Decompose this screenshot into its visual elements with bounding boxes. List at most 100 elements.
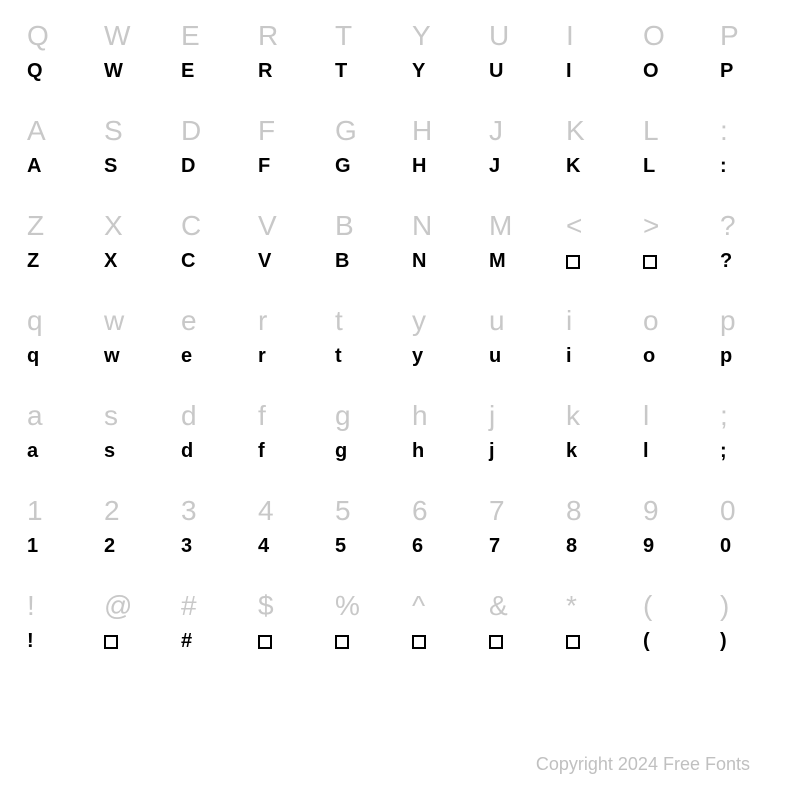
reference-cell: p [708,305,785,337]
glyph-char: : [720,155,726,177]
reference-char: ( [643,590,652,621]
glyph-char: h [412,440,423,462]
glyph-cell [92,630,169,653]
reference-cell: S [92,115,169,147]
glyph-cell: R [246,60,323,83]
glyph-char: 5 [335,535,345,557]
glyph-cell: Q [15,60,92,83]
reference-char: O [643,20,665,51]
glyph-char [566,250,580,272]
reference-cell: % [323,590,400,622]
glyph-char: d [181,440,192,462]
glyph-cell: d [169,440,246,463]
reference-cell: L [631,115,708,147]
glyph-cell: s [92,440,169,463]
reference-cell: 3 [169,495,246,527]
missing-glyph-icon [566,635,580,649]
glyph-char: B [335,250,348,272]
glyph-char: K [566,155,579,177]
reference-cell: X [92,210,169,242]
reference-cell: 7 [477,495,554,527]
reference-char: ; [720,400,728,431]
glyph-cell: e [169,345,246,368]
glyph-char: D [181,155,194,177]
glyph-cell: 3 [169,535,246,558]
reference-cell: j [477,400,554,432]
reference-char: D [181,115,201,146]
reference-char: L [643,115,659,146]
glyph-cell: ! [15,630,92,653]
reference-cell: K [554,115,631,147]
glyph-cell: N [400,250,477,273]
reference-char: y [412,305,426,336]
reference-cell: G [323,115,400,147]
glyph-char: X [104,250,116,272]
glyph-cell: V [246,250,323,273]
reference-cell: ? [708,210,785,242]
reference-char: o [643,305,659,336]
glyph-char: 3 [181,535,191,557]
glyph-char: q [27,345,38,367]
glyph-char: u [489,345,500,367]
glyph-cell [400,630,477,653]
reference-cell: ( [631,590,708,622]
reference-char: K [566,115,585,146]
reference-cell: e [169,305,246,337]
reference-cell: t [323,305,400,337]
glyph-char: E [181,60,193,82]
reference-cell: h [400,400,477,432]
glyph-cell: 4 [246,535,323,558]
missing-glyph-icon [489,635,503,649]
reference-cell: q [15,305,92,337]
glyph-cell: : [708,155,785,178]
glyph-char: 1 [27,535,37,557]
glyph-char: I [566,60,571,82]
reference-cell: u [477,305,554,337]
reference-cell: d [169,400,246,432]
glyph-char: ! [27,630,33,652]
reference-cell: r [246,305,323,337]
reference-char: : [720,115,728,146]
missing-glyph-icon [566,255,580,269]
glyph-cell: 6 [400,535,477,558]
reference-char: q [27,305,43,336]
glyph-cell: O [631,60,708,83]
glyph-char: w [104,345,119,367]
reference-cell: k [554,400,631,432]
reference-char: h [412,400,428,431]
reference-char: 3 [181,495,197,526]
glyph-cell: U [477,60,554,83]
glyph-char [566,630,580,652]
reference-cell: A [15,115,92,147]
reference-char: p [720,305,736,336]
glyph-cell: ; [708,440,785,463]
reference-char: w [104,305,124,336]
reference-char: F [258,115,275,146]
reference-char: B [335,210,354,241]
glyph-char: ( [643,630,649,652]
reference-cell: 1 [15,495,92,527]
reference-cell: ! [15,590,92,622]
reference-cell: @ [92,590,169,622]
glyph-row: !#() [15,630,785,653]
glyph-row: 1234567890 [15,535,785,558]
glyph-cell: L [631,155,708,178]
reference-cell: ) [708,590,785,622]
reference-cell: 5 [323,495,400,527]
glyph-cell: # [169,630,246,653]
glyph-cell: f [246,440,323,463]
reference-char: C [181,210,201,241]
glyph-char [643,250,657,272]
reference-char: i [566,305,572,336]
reference-char: $ [258,590,274,621]
glyph-cell: ( [631,630,708,653]
glyph-cell: ? [708,250,785,273]
glyph-row: asdfghjkl; [15,440,785,463]
glyph-char: f [258,440,264,462]
reference-cell: Y [400,20,477,52]
glyph-cell: 7 [477,535,554,558]
glyph-char: 7 [489,535,499,557]
reference-char: P [720,20,739,51]
reference-row: 1234567890 [15,495,785,527]
glyph-char: J [489,155,499,177]
